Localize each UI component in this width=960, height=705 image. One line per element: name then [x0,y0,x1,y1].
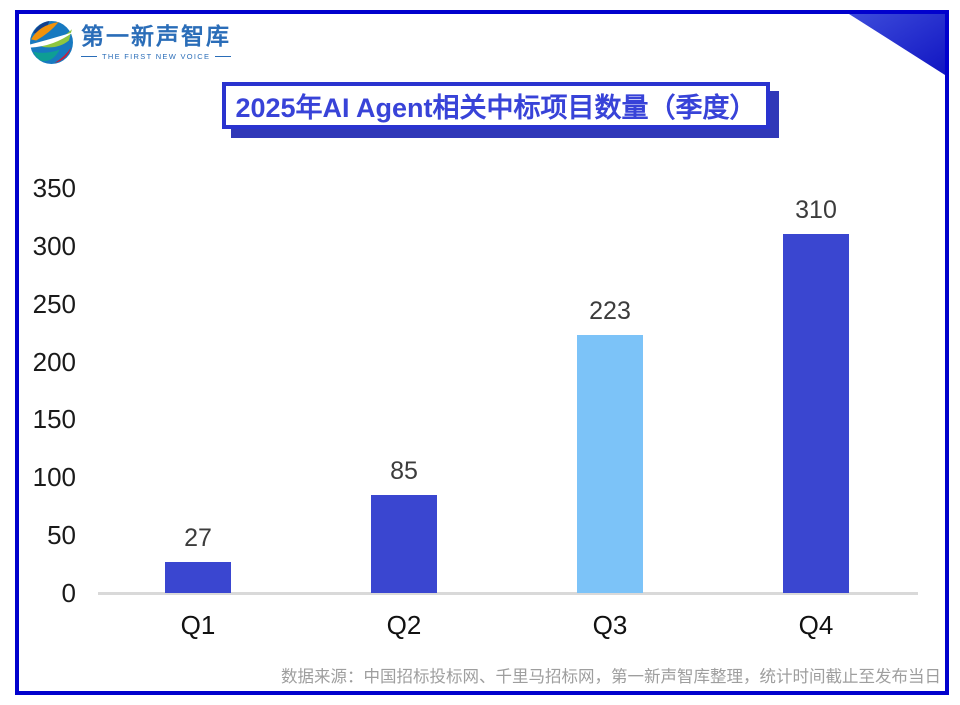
y-axis-tick-label: 250 [32,288,76,319]
tagline-dash-right [215,56,232,58]
logo-tagline-text: THE FIRST NEW VOICE [102,52,211,62]
logo-text: 第一新声智库 THE FIRST NEW VOICE [81,22,232,62]
x-axis-label-q2: Q2 [386,610,422,640]
bar-value-label: 85 [390,457,418,485]
y-axis-tick-label: 150 [32,404,76,435]
bar-value-label: 27 [184,524,212,552]
bar-q2 [371,495,437,593]
logo: 第一新声智库 THE FIRST NEW VOICE [29,20,232,65]
corner-triangle-icon [849,14,945,75]
y-axis-tick-label: 50 [47,520,76,551]
logo-globe-icon [29,20,74,65]
x-axis-label-q3: Q3 [592,610,628,640]
page-border-frame [15,10,949,695]
data-source-note: 数据来源：中国招标投标网、千里马招标网，第一新声智库整理，统计时间截止至发布当日 [281,668,941,686]
logo-name: 第一新声智库 [81,22,231,49]
corner-triangle-decoration [849,14,945,75]
logo-tagline: THE FIRST NEW VOICE [81,52,232,62]
tagline-dash-left [81,56,97,58]
x-axis-label-q4: Q4 [798,610,834,640]
y-axis-tick-label: 300 [32,230,76,261]
y-axis-tick-label: 100 [32,462,76,493]
bar-value-label: 310 [795,196,837,224]
bar-q3 [577,335,643,593]
bar-value-label: 223 [589,297,631,325]
y-axis-tick-label: 0 [61,578,76,608]
y-axis-tick-label: 200 [32,346,76,377]
bar-q1 [165,562,231,593]
chart-title: 2025年AI Agent相关中标项目数量（季度） [235,93,757,123]
x-axis-line [98,592,918,595]
x-axis-label-q1: Q1 [180,610,216,640]
chart-title-box: 2025年AI Agent相关中标项目数量（季度） [222,82,770,129]
bar-q4 [783,234,849,593]
y-axis-tick-label: 350 [32,173,76,203]
